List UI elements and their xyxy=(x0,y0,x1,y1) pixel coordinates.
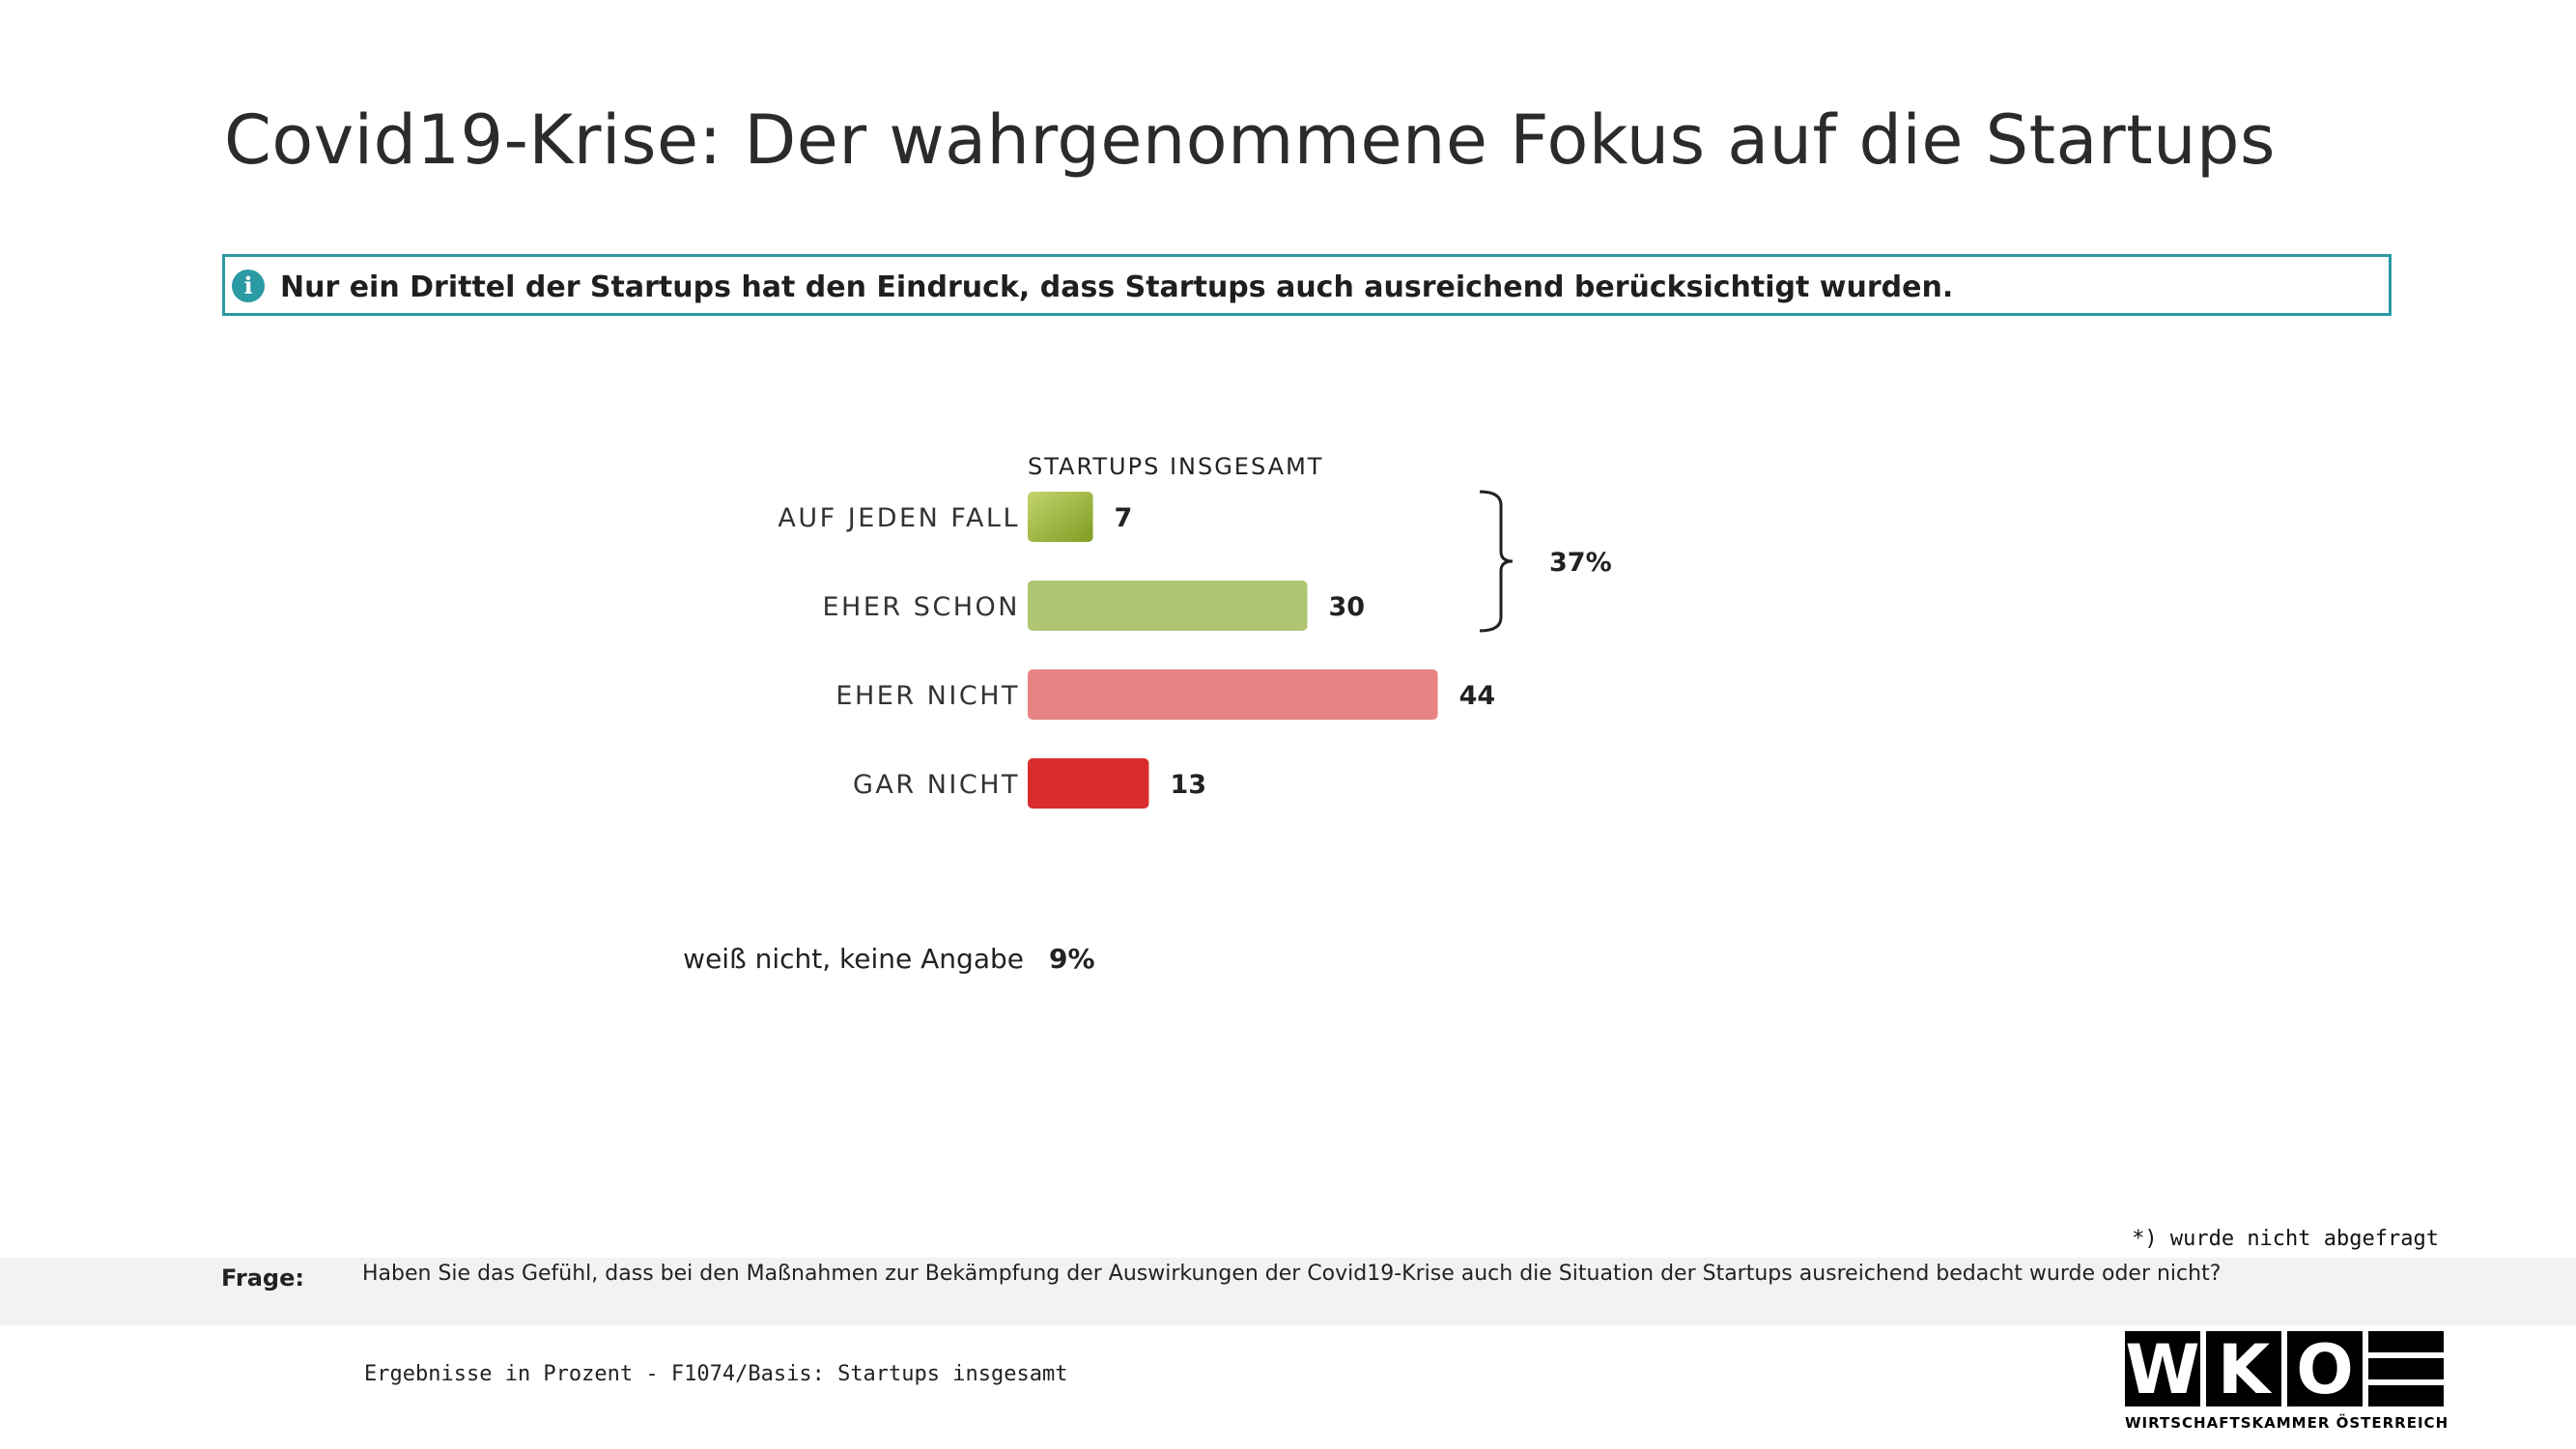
value-label: 30 xyxy=(1329,592,1366,622)
dont-know-value: 9% xyxy=(1049,943,1095,975)
bar xyxy=(1028,492,1093,542)
question-label: Frage: xyxy=(221,1264,304,1292)
key-finding-text: Nur ein Drittel der Startups hat den Ein… xyxy=(280,270,1954,304)
category-label: EHER SCHON xyxy=(822,592,1020,622)
question-band xyxy=(0,1258,2576,1325)
logo-letter-k: K xyxy=(2206,1331,2281,1408)
basis-note: Ergebnisse in Prozent - F1074/Basis: Sta… xyxy=(364,1362,1068,1386)
key-finding-box: i Nur ein Drittel der Startups hat den E… xyxy=(222,254,2392,316)
wko-logo: W K O WIRTSCHAFTSKAMMER ÖSTERREICH xyxy=(2125,1330,2449,1432)
bars-layer: AUF JEDEN FALL 7 EHER SCHON 30 EHER NICHT 44 G… xyxy=(778,492,1495,809)
bracket-label: 37% xyxy=(1549,548,1612,578)
logo-stripes xyxy=(2368,1331,2444,1406)
bar-chart: STARTUPS INSGESAMT AUF JEDEN FALL 7 EHER S… xyxy=(778,453,1612,809)
bracket: 37% xyxy=(1479,490,1612,633)
bar xyxy=(1028,581,1308,631)
bar xyxy=(1028,758,1149,809)
category-label: EHER NICHT xyxy=(835,681,1020,711)
page-title: Covid19-Krise: Der wahrgenommene Fokus a… xyxy=(224,100,2276,180)
bar xyxy=(1028,669,1438,720)
question-text: Haben Sie das Gefühl, dass bei den Maßna… xyxy=(362,1262,2222,1286)
value-label: 7 xyxy=(1115,503,1133,533)
logo-letter-o: O xyxy=(2287,1331,2363,1408)
footnote: *) wurde nicht abgefragt xyxy=(2132,1227,2439,1251)
value-label: 13 xyxy=(1170,770,1206,800)
value-label: 44 xyxy=(1459,681,1496,711)
logo-text: WIRTSCHAFTSKAMMER ÖSTERREICH xyxy=(2125,1414,2449,1432)
bracket-line xyxy=(1479,490,1514,633)
info-icon: i xyxy=(232,270,265,302)
category-label: AUF JEDEN FALL xyxy=(778,503,1020,533)
logo-letter-w: W xyxy=(2125,1330,2200,1409)
chart-title: STARTUPS INSGESAMT xyxy=(1028,453,1323,480)
dont-know-label: weiß nicht, keine Angabe xyxy=(683,943,1024,975)
category-label: GAR NICHT xyxy=(853,770,1020,800)
